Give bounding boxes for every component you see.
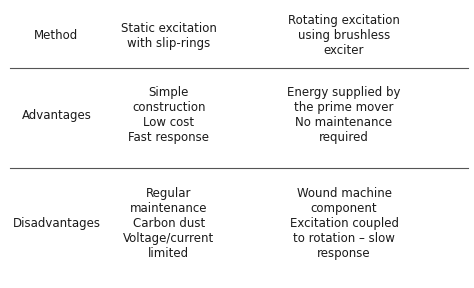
Text: Wound machine
component
Excitation coupled
to rotation – slow
response: Wound machine component Excitation coupl…: [290, 187, 399, 260]
Text: Regular
maintenance
Carbon dust
Voltage/current
limited: Regular maintenance Carbon dust Voltage/…: [123, 187, 214, 260]
Text: Static excitation
with slip-rings: Static excitation with slip-rings: [121, 22, 217, 50]
Text: Energy supplied by
the prime mover
No maintenance
required: Energy supplied by the prime mover No ma…: [287, 86, 401, 145]
Text: Rotating excitation
using brushless
exciter: Rotating excitation using brushless exci…: [288, 14, 400, 57]
Text: Method: Method: [34, 29, 79, 42]
Text: Advantages: Advantages: [21, 109, 91, 122]
Text: Disadvantages: Disadvantages: [12, 217, 100, 230]
Text: Simple
construction
Low cost
Fast response: Simple construction Low cost Fast respon…: [128, 86, 209, 145]
